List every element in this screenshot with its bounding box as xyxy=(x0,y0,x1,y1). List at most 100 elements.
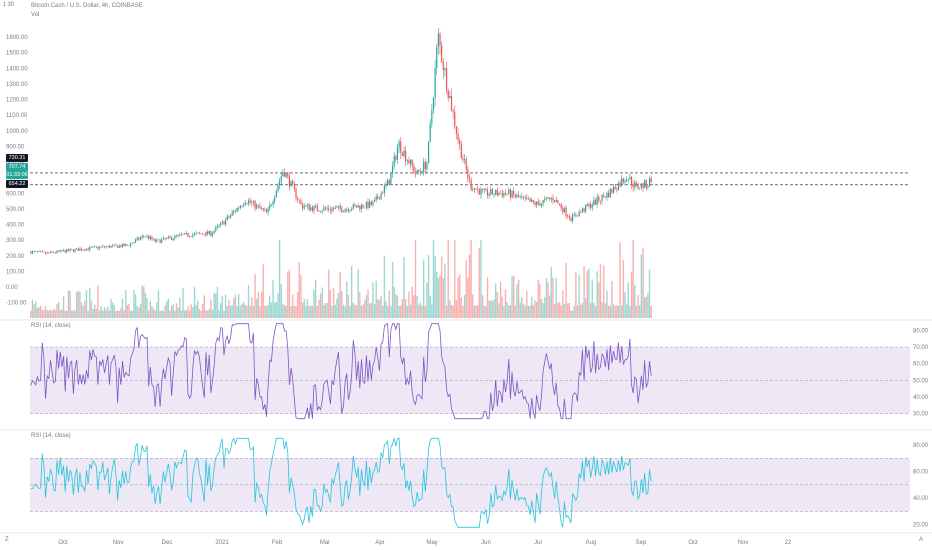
volume-bar xyxy=(313,289,315,318)
volume-bar xyxy=(437,278,440,318)
candle-body xyxy=(468,177,471,180)
candle-body xyxy=(447,90,449,99)
volume-bar xyxy=(143,286,145,318)
candle-body xyxy=(573,214,575,216)
candle-body xyxy=(166,237,168,239)
volume-bar xyxy=(388,290,390,318)
candle-body xyxy=(514,194,516,198)
candle-body xyxy=(167,236,169,238)
candle-body xyxy=(215,227,217,231)
candle-body xyxy=(580,211,582,213)
volume-bar xyxy=(424,305,426,318)
candle-body xyxy=(439,33,441,46)
candle-body xyxy=(151,236,153,240)
candle-body xyxy=(252,201,255,203)
candle-body xyxy=(323,207,325,211)
candle-body xyxy=(84,249,86,251)
candle-body xyxy=(380,193,382,200)
candle-body xyxy=(575,214,577,216)
price-axis-tick: 1200.00 xyxy=(6,98,28,104)
candle-body xyxy=(463,159,466,161)
volume-bar xyxy=(270,302,273,318)
candle-body xyxy=(246,203,248,204)
volume-bar xyxy=(404,299,407,318)
candle-body xyxy=(377,196,379,199)
volume-bar xyxy=(611,281,613,318)
rsi-pane-1[interactable] xyxy=(30,323,910,420)
candle-body xyxy=(542,200,544,204)
candle-body xyxy=(578,211,580,217)
price-pane[interactable] xyxy=(30,27,910,255)
volume-bar xyxy=(535,301,538,318)
volume-bar xyxy=(288,269,291,318)
candle-body xyxy=(339,205,341,209)
bottom-right-label[interactable]: A xyxy=(919,537,924,543)
candle-body xyxy=(231,212,233,216)
candle-body xyxy=(315,205,317,207)
candle-body xyxy=(220,222,222,226)
volume-bar xyxy=(208,308,210,318)
volume-bar xyxy=(596,271,598,318)
volume-bar xyxy=(133,289,135,318)
candle-body xyxy=(324,207,327,209)
rsi-pane-2[interactable] xyxy=(30,437,910,528)
volume-bar xyxy=(121,298,124,318)
candle-body xyxy=(40,251,42,253)
volume-bar xyxy=(198,309,201,318)
volume-bar xyxy=(553,304,556,318)
bottom-left-label[interactable]: Z xyxy=(5,537,9,543)
candle-body xyxy=(475,188,477,190)
volume-bar xyxy=(146,297,148,318)
candle-body xyxy=(331,208,333,211)
volume-bar xyxy=(534,300,536,318)
candle-body xyxy=(372,202,374,205)
candle-body xyxy=(357,205,359,208)
volume-bar xyxy=(377,299,379,318)
candle-body xyxy=(94,246,96,248)
volume-bar xyxy=(455,299,458,318)
volume-bar xyxy=(604,303,607,318)
candle-body xyxy=(319,211,322,213)
volume-bar xyxy=(95,308,97,318)
volume-bar xyxy=(254,274,256,318)
candle-body xyxy=(650,178,652,183)
candle-body xyxy=(115,244,117,246)
volume-bar xyxy=(215,293,217,318)
candle-body xyxy=(202,233,204,235)
candle-body xyxy=(570,218,572,222)
candle-body xyxy=(526,197,528,200)
candle-body xyxy=(172,238,174,240)
candle-body xyxy=(465,159,467,170)
volume-bar xyxy=(365,295,368,318)
volume-bar xyxy=(239,305,242,318)
volume-bar xyxy=(419,302,422,318)
volume-bar xyxy=(62,296,65,318)
x-axis-tick: May xyxy=(426,540,437,546)
candle-body xyxy=(198,232,201,234)
candle-body xyxy=(72,249,74,252)
volume-bar xyxy=(545,278,548,318)
volume-bar xyxy=(249,305,251,318)
volume-bar xyxy=(447,240,449,318)
candle-body xyxy=(563,207,566,213)
candle-body xyxy=(175,235,178,237)
top-corner-label: 1 30 xyxy=(3,2,15,8)
candle-body xyxy=(640,183,642,188)
volume-bar xyxy=(205,309,207,318)
candle-body xyxy=(609,189,611,198)
volume-bar xyxy=(226,306,228,318)
volume-bar xyxy=(367,289,369,318)
candle-body xyxy=(58,250,60,252)
volume-bar xyxy=(48,310,50,318)
volume-bar xyxy=(570,310,572,318)
volume-bar xyxy=(368,303,371,318)
volume-bar xyxy=(475,305,477,318)
volume-bar xyxy=(586,270,589,318)
candle-body xyxy=(626,180,628,182)
candle-body xyxy=(239,205,241,209)
candle-body xyxy=(554,200,556,203)
candle-body xyxy=(236,208,238,212)
candle-body xyxy=(460,144,462,159)
candle-body xyxy=(87,248,89,250)
